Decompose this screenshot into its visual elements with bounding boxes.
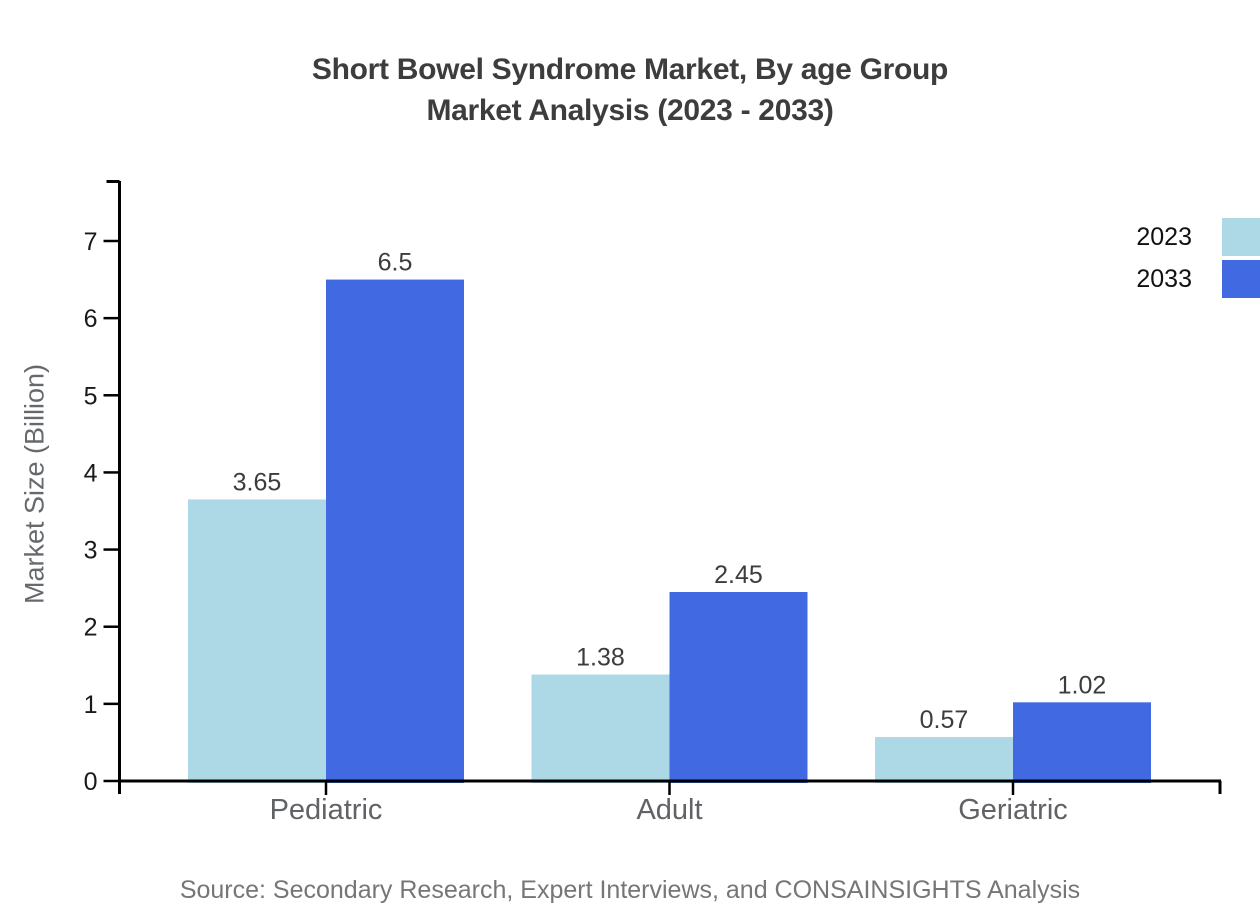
value-label-2033-geriatric: 1.02	[1058, 671, 1107, 699]
bar-2023-adult	[531, 674, 670, 783]
legend: 2023 2033	[1136, 218, 1260, 298]
legend-label-2023: 2023	[1136, 222, 1192, 251]
bar-2033-pediatric	[326, 279, 464, 783]
category-label-pediatric: Pediatric	[270, 794, 383, 826]
legend-swatch-2033	[1222, 260, 1260, 298]
y-tick-label-5: 5	[84, 382, 98, 410]
y-tick-label-7: 7	[84, 228, 98, 256]
legend-item-2023: 2023	[1136, 218, 1260, 256]
legend-swatch-2023	[1222, 218, 1260, 256]
y-tick-label-6: 6	[84, 305, 98, 333]
bar-2033-geriatric	[1013, 702, 1151, 783]
legend-label-2033: 2033	[1136, 264, 1192, 293]
value-label-2023-pediatric: 3.65	[233, 468, 282, 496]
source-note: Source: Secondary Research, Expert Inter…	[179, 876, 1081, 904]
bar-2023-geriatric	[875, 737, 1013, 783]
y-tick-label-2: 2	[84, 614, 98, 642]
y-tick-label-1: 1	[84, 691, 98, 719]
bar-2023-pediatric	[188, 499, 326, 783]
bar-2033-adult	[669, 592, 808, 783]
category-label-adult: Adult	[636, 794, 702, 826]
value-label-2033-adult: 2.45	[714, 561, 763, 589]
value-label-2023-adult: 1.38	[576, 644, 625, 672]
category-label-geriatric: Geriatric	[958, 794, 1068, 826]
y-tick-label-4: 4	[84, 459, 98, 487]
y-tick-label-3: 3	[84, 537, 98, 565]
chart-title: Short Bowel Syndrome Market, By age Grou…	[0, 49, 1260, 131]
chart-title-line1: Short Bowel Syndrome Market, By age Grou…	[311, 53, 949, 86]
value-label-2033-pediatric: 6.5	[378, 249, 413, 277]
legend-item-2033: 2033	[1136, 260, 1260, 298]
chart-title-line2: Market Analysis (2023 - 2033)	[426, 94, 834, 127]
y-tick-label-0: 0	[84, 768, 98, 796]
value-label-2023-geriatric: 0.57	[920, 706, 969, 734]
